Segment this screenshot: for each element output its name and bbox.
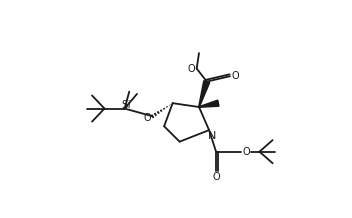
Polygon shape — [199, 81, 210, 107]
Text: O: O — [187, 63, 195, 73]
Polygon shape — [199, 100, 219, 107]
Text: O: O — [143, 113, 151, 123]
Text: Si: Si — [121, 100, 131, 110]
Text: O: O — [243, 147, 250, 157]
Text: O: O — [212, 172, 220, 182]
Text: N: N — [208, 131, 216, 141]
Text: O: O — [232, 71, 239, 81]
